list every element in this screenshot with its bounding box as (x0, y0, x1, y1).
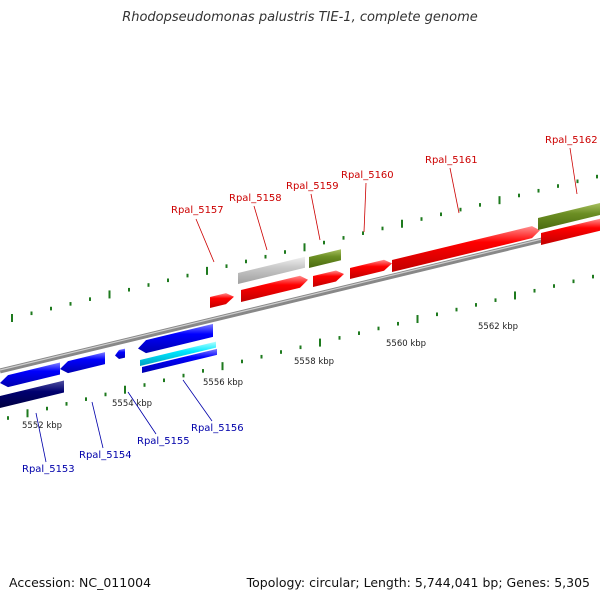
gene-label: Rpal_5153 (22, 464, 75, 475)
backbone-highlight (0, 224, 600, 371)
leader-line (569, 147, 578, 195)
gene-rpal-5159 (313, 270, 344, 287)
feature-cyan (140, 341, 216, 366)
feature-blue-strip (142, 348, 217, 373)
gene-rpal-5153 (0, 362, 60, 388)
gene-label: Rpal_5155 (137, 436, 190, 447)
feature-olive-1 (309, 249, 341, 268)
gene-rpal-5160 (350, 259, 392, 279)
feature-olive-2 (538, 203, 600, 230)
gene-label: Rpal_5160 (341, 170, 394, 181)
accession-text: Accession: NC_011004 (9, 575, 152, 590)
tick-marks: 5552 kbp 5554 kbp 5556 kbp 5558 kbp 5560 kbp… (7, 174, 598, 431)
kbp-label: 5554 kbp (112, 399, 152, 409)
gene-features (0, 203, 600, 408)
kbp-label: 5560 kbp (386, 339, 426, 349)
gene-label: Rpal_5159 (286, 181, 339, 192)
kbp-label: 5558 kbp (294, 357, 334, 367)
leader-line (310, 193, 321, 241)
gene-label: Rpal_5156 (191, 423, 244, 434)
gene-rpal-5158 (241, 275, 308, 302)
gene-rpal-5154 (60, 352, 105, 374)
genome-title: Rhodopseudomonas palustris TIE-1, comple… (122, 10, 478, 25)
leader-line (253, 205, 268, 251)
gene-rpal-5161 (392, 226, 540, 272)
leader-line (127, 391, 157, 435)
leader-line (182, 379, 213, 422)
gene-label: Rpal_5157 (171, 205, 224, 216)
feature-navy (0, 380, 64, 408)
topology-text: Topology: circular; Length: 5,744,041 bp… (246, 575, 590, 590)
gene-rpal-5155 (115, 348, 125, 360)
leader-line (363, 182, 367, 233)
gene-label: Rpal_5158 (229, 193, 282, 204)
gene-label: Rpal_5154 (79, 450, 132, 461)
leader-line (449, 167, 460, 214)
kbp-label: 5556 kbp (203, 378, 243, 388)
leader-line (91, 401, 104, 449)
genome-backbone (0, 223, 600, 374)
gene-label: Rpal_5162 (545, 135, 598, 146)
gene-label: Rpal_5161 (425, 155, 478, 166)
leader-line (35, 412, 47, 463)
backbone-line (0, 223, 600, 374)
gene-rpal-5156 (138, 323, 213, 354)
kbp-label: 5562 kbp (478, 322, 518, 332)
kbp-label: 5552 kbp (22, 421, 62, 431)
gene-rpal-5162 (541, 218, 600, 245)
leader-line (195, 218, 215, 263)
gene-rpal-5157 (210, 293, 234, 308)
feature-gray (238, 256, 305, 284)
